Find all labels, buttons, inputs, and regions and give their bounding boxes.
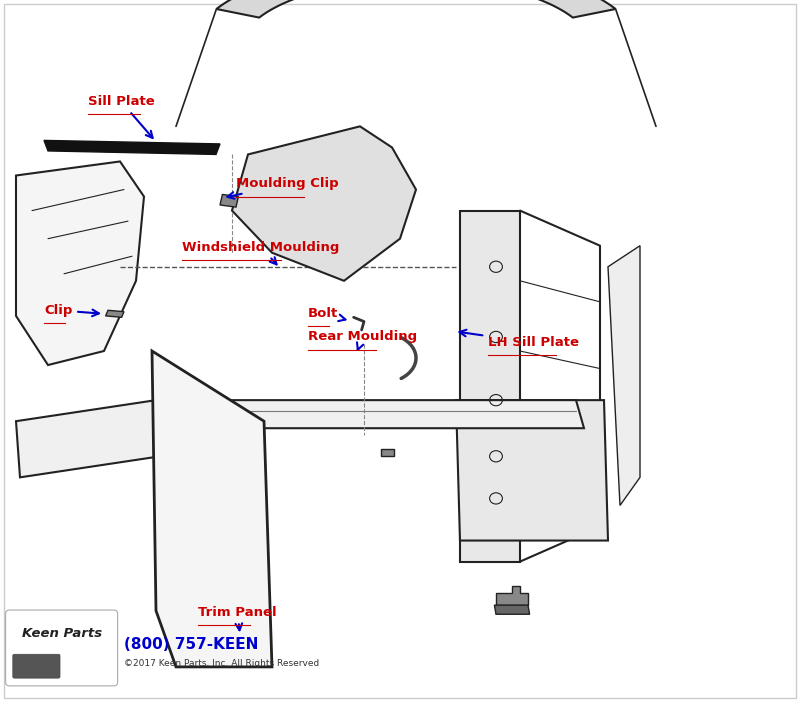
Text: LH Sill Plate: LH Sill Plate — [459, 330, 579, 349]
Text: Sill Plate: Sill Plate — [88, 95, 154, 138]
Text: Windshield Moulding: Windshield Moulding — [182, 241, 340, 265]
Text: (800) 757-KEEN: (800) 757-KEEN — [124, 637, 258, 652]
Polygon shape — [16, 400, 160, 477]
Polygon shape — [232, 126, 416, 281]
Polygon shape — [456, 400, 608, 541]
Text: Clip: Clip — [44, 304, 99, 317]
Polygon shape — [460, 211, 520, 562]
Text: Trim Panel: Trim Panel — [198, 606, 277, 630]
Polygon shape — [160, 400, 584, 428]
Text: Moulding Clip: Moulding Clip — [227, 178, 338, 199]
Polygon shape — [381, 449, 394, 456]
Text: Rear Moulding: Rear Moulding — [308, 331, 417, 350]
Text: Bolt: Bolt — [308, 307, 346, 321]
Polygon shape — [106, 310, 124, 317]
Polygon shape — [217, 0, 615, 18]
Polygon shape — [608, 246, 640, 505]
Text: Keen Parts: Keen Parts — [22, 627, 102, 640]
Polygon shape — [44, 140, 220, 154]
Text: ©2017 Keen Parts, Inc. All Rights Reserved: ©2017 Keen Parts, Inc. All Rights Reserv… — [124, 659, 319, 668]
Polygon shape — [496, 586, 528, 605]
Polygon shape — [152, 351, 272, 667]
Polygon shape — [16, 161, 144, 365]
Polygon shape — [494, 605, 530, 614]
FancyBboxPatch shape — [6, 610, 118, 686]
Polygon shape — [220, 194, 238, 207]
FancyBboxPatch shape — [13, 654, 60, 678]
